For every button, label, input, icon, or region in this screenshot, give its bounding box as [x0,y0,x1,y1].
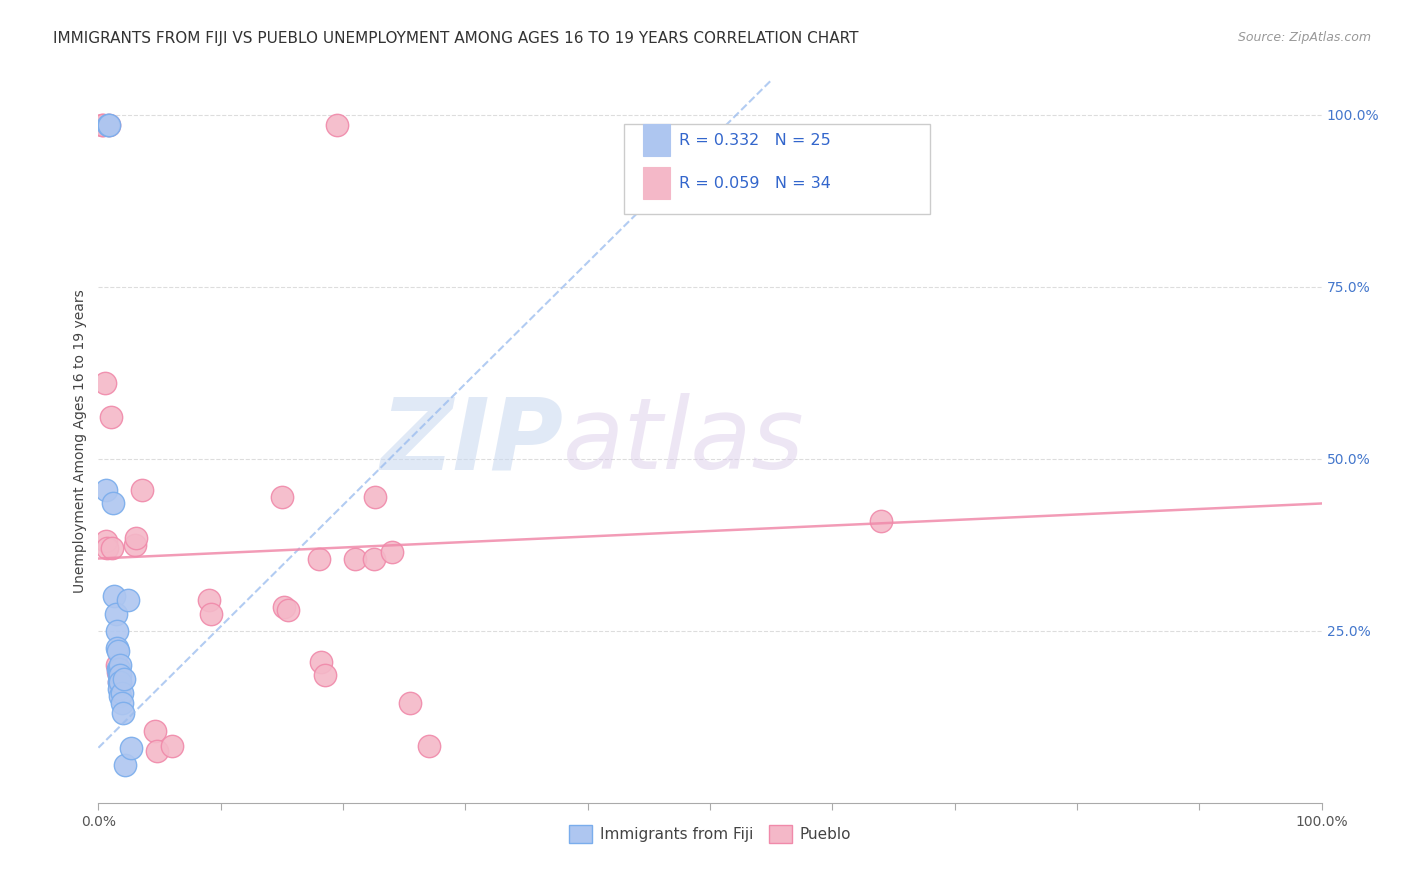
Point [111,686,134,700]
Point [124,538,146,552]
Text: R = 0.059   N = 34: R = 0.059 N = 34 [679,176,831,191]
Point [105,624,128,638]
Point [110,675,132,690]
Point [344,551,367,566]
Point [108,682,131,697]
Point [100,410,122,425]
Point [418,739,440,754]
Point [273,599,295,614]
Point [103,590,125,604]
Point [112,672,135,686]
Point [197,592,219,607]
Point [363,551,385,566]
Point [143,723,166,738]
Point [364,490,387,504]
Point [91,118,114,132]
Point [107,665,129,679]
Point [105,658,128,673]
Point [270,490,294,504]
Point [111,706,134,721]
Legend: Immigrants from Fiji, Pueblo: Immigrants from Fiji, Pueblo [564,819,856,849]
Point [381,544,404,558]
Point [146,744,169,758]
Point [110,658,132,673]
Point [94,534,117,549]
Point [120,740,142,755]
Point [114,758,136,772]
Text: atlas: atlas [564,393,804,490]
Point [200,607,222,621]
Point [98,118,121,132]
Text: R = 0.332   N = 25: R = 0.332 N = 25 [679,133,831,147]
Text: ZIP: ZIP [380,393,564,490]
Text: Source: ZipAtlas.com: Source: ZipAtlas.com [1237,31,1371,45]
Point [108,675,131,690]
Point [309,655,332,669]
Point [93,376,115,390]
Point [125,531,148,545]
Point [277,603,299,617]
Point [870,514,893,528]
Point [107,662,129,676]
Point [111,696,134,710]
Point [110,668,132,682]
Point [326,118,349,132]
Bar [643,167,669,200]
Point [101,541,124,556]
Point [110,677,132,691]
Point [107,644,129,658]
Point [108,662,131,676]
Point [108,675,131,690]
Point [117,592,139,607]
Point [96,541,118,556]
Point [110,689,132,703]
Point [399,696,422,710]
Bar [643,124,669,156]
Point [308,551,330,566]
Point [91,118,114,132]
Point [108,668,131,682]
Point [94,483,117,497]
Point [104,607,127,621]
Point [160,739,183,754]
Point [314,668,336,682]
Point [101,496,124,510]
Y-axis label: Unemployment Among Ages 16 to 19 years: Unemployment Among Ages 16 to 19 years [73,290,87,593]
FancyBboxPatch shape [624,124,931,214]
Point [98,118,121,132]
Text: IMMIGRANTS FROM FIJI VS PUEBLO UNEMPLOYMENT AMONG AGES 16 TO 19 YEARS CORRELATIO: IMMIGRANTS FROM FIJI VS PUEBLO UNEMPLOYM… [53,31,859,46]
Point [105,640,128,655]
Point [97,118,120,132]
Point [131,483,153,497]
